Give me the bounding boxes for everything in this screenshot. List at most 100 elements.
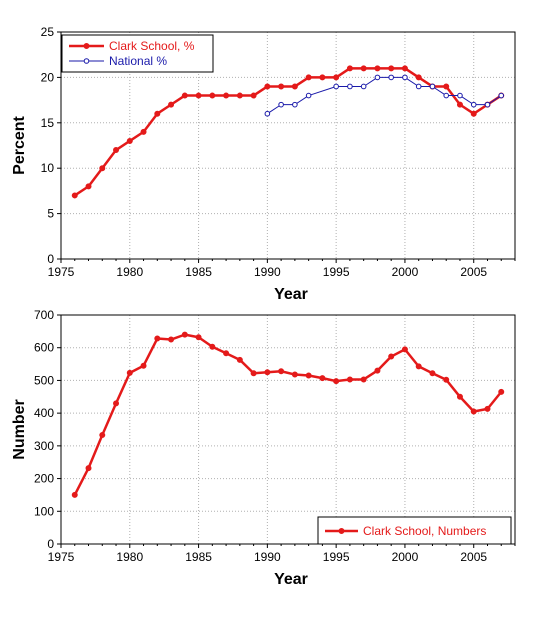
clark-school-point bbox=[99, 165, 106, 172]
percent-y-tick-label: 25 bbox=[41, 25, 55, 39]
percent-x-tick-label: 2005 bbox=[460, 265, 487, 279]
number-y-tick-label: 100 bbox=[34, 504, 54, 518]
number-y-tick-label: 0 bbox=[47, 537, 54, 551]
percent-y-tick-label: 15 bbox=[41, 116, 55, 130]
clark-school-point bbox=[154, 110, 161, 117]
clark-school-numbers-point bbox=[113, 400, 120, 407]
clark-school-point bbox=[443, 83, 450, 90]
national-point bbox=[374, 74, 381, 81]
national-point bbox=[498, 92, 505, 99]
percent-plot-area bbox=[60, 31, 516, 260]
clark-school-numbers-point bbox=[209, 343, 216, 350]
clark-school-numbers-point bbox=[278, 368, 285, 375]
clark-school-numbers-point bbox=[319, 375, 326, 382]
national-point bbox=[402, 74, 408, 81]
clark-school-point bbox=[456, 101, 463, 108]
percent-chart-y-axis-title: Percent bbox=[11, 115, 28, 174]
clark-school-numbers-point bbox=[140, 362, 147, 369]
clark-school-numbers-point bbox=[85, 465, 92, 472]
national-point bbox=[470, 101, 477, 108]
national-point bbox=[443, 92, 450, 99]
number-y-tick-label: 200 bbox=[34, 472, 54, 486]
clark-school-line bbox=[74, 67, 502, 197]
clark-school-point bbox=[236, 92, 243, 99]
national-point bbox=[333, 83, 339, 90]
national-point bbox=[360, 83, 367, 90]
percent-y-tick-label: 10 bbox=[41, 161, 55, 175]
national-point bbox=[292, 101, 298, 108]
clark-school-numbers-point bbox=[291, 371, 298, 378]
clark-school-point bbox=[333, 74, 340, 81]
clark-school-numbers-point bbox=[168, 336, 175, 343]
clark-school-point bbox=[264, 83, 271, 90]
legend-entry-clark-school-numbers: Clark School, Numbers bbox=[325, 524, 486, 538]
percent-x-tick-label: 1990 bbox=[254, 265, 281, 279]
number-chart-x-axis-title: Year bbox=[274, 571, 308, 588]
legend-entry-clark-school-percent: Clark School, % bbox=[69, 39, 195, 53]
clark-school-numbers-point bbox=[443, 376, 450, 383]
clark-school-numbers-point bbox=[429, 370, 436, 377]
legend-entry-national-percent: National % bbox=[69, 54, 167, 68]
clark-school-numbers-point bbox=[360, 376, 367, 383]
clark-school-point bbox=[126, 137, 133, 144]
clark-school-point bbox=[305, 74, 312, 81]
number-y-tick-label: 400 bbox=[34, 406, 54, 420]
number-x-tick-label: 1975 bbox=[48, 550, 75, 564]
clark-school-numbers-point bbox=[181, 331, 188, 338]
clark-school-numbers-point bbox=[470, 408, 477, 415]
clark-school-numbers-point bbox=[250, 370, 257, 377]
percent-y-tick-label: 5 bbox=[47, 207, 54, 221]
number-chart-legend: Clark School, Numbers bbox=[317, 516, 512, 545]
percent-x-tick-label: 1985 bbox=[185, 265, 212, 279]
national-point bbox=[347, 83, 353, 90]
clark-school-point bbox=[319, 74, 326, 81]
national-point bbox=[484, 101, 491, 108]
national-point bbox=[457, 92, 463, 99]
clark-school-point bbox=[374, 65, 381, 72]
percent-chart-x-axis-title: Year bbox=[274, 286, 308, 303]
national-point bbox=[305, 92, 312, 99]
percent-chart: 1975 1980 1985 1990 1995 2000 2005 0 5 10 15 20 25 Y… bbox=[11, 25, 516, 303]
number-x-tick-label: 1995 bbox=[323, 550, 350, 564]
number-x-tick-label: 2005 bbox=[460, 550, 487, 564]
number-y-tick-label: 300 bbox=[34, 439, 54, 453]
clark-school-numbers-point bbox=[401, 346, 408, 353]
clark-school-point bbox=[470, 110, 477, 117]
national-point bbox=[264, 110, 271, 117]
national-point bbox=[388, 74, 394, 81]
clark-school-point bbox=[388, 65, 395, 72]
number-y-tick-label: 700 bbox=[34, 308, 54, 322]
clark-school-numbers-point bbox=[71, 491, 78, 498]
clark-school-numbers-point bbox=[195, 334, 202, 341]
number-x-tick-label: 2000 bbox=[392, 550, 419, 564]
clark-school-numbers-point bbox=[333, 378, 340, 385]
clark-school-numbers-point bbox=[126, 369, 133, 376]
clark-school-numbers-point bbox=[236, 356, 243, 363]
clark-school-point bbox=[71, 192, 78, 199]
clark-school-point bbox=[168, 101, 175, 108]
legend-label-clark-school-numbers: Clark School, Numbers bbox=[363, 524, 486, 538]
percent-chart-legend: Clark School, % National % bbox=[61, 34, 214, 73]
clark-school-numbers-point bbox=[484, 405, 491, 412]
clark-school-numbers-point bbox=[154, 335, 161, 342]
clark-school-point bbox=[140, 128, 147, 135]
clark-school-numbers-point bbox=[456, 393, 463, 400]
percent-x-tick-label: 1995 bbox=[323, 265, 350, 279]
clark-school-numbers-point bbox=[388, 353, 395, 360]
clark-school-numbers-point bbox=[346, 376, 353, 383]
clark-school-point bbox=[346, 65, 353, 72]
percent-y-tick-label: 0 bbox=[47, 252, 54, 266]
percent-y-tick-label: 20 bbox=[41, 70, 55, 84]
clark-school-point bbox=[195, 92, 202, 99]
percent-x-tick-label: 1980 bbox=[116, 265, 143, 279]
clark-school-point bbox=[223, 92, 230, 99]
clark-school-numbers-point bbox=[264, 369, 271, 376]
number-plot-area bbox=[60, 314, 516, 545]
clark-school-numbers-line bbox=[73, 333, 503, 496]
legend-label-clark-school-percent: Clark School, % bbox=[109, 39, 195, 53]
clark-school-point bbox=[291, 83, 298, 90]
percent-x-tick-label: 2000 bbox=[392, 265, 419, 279]
clark-school-numbers-point bbox=[415, 363, 422, 370]
clark-school-numbers-point bbox=[223, 350, 230, 357]
